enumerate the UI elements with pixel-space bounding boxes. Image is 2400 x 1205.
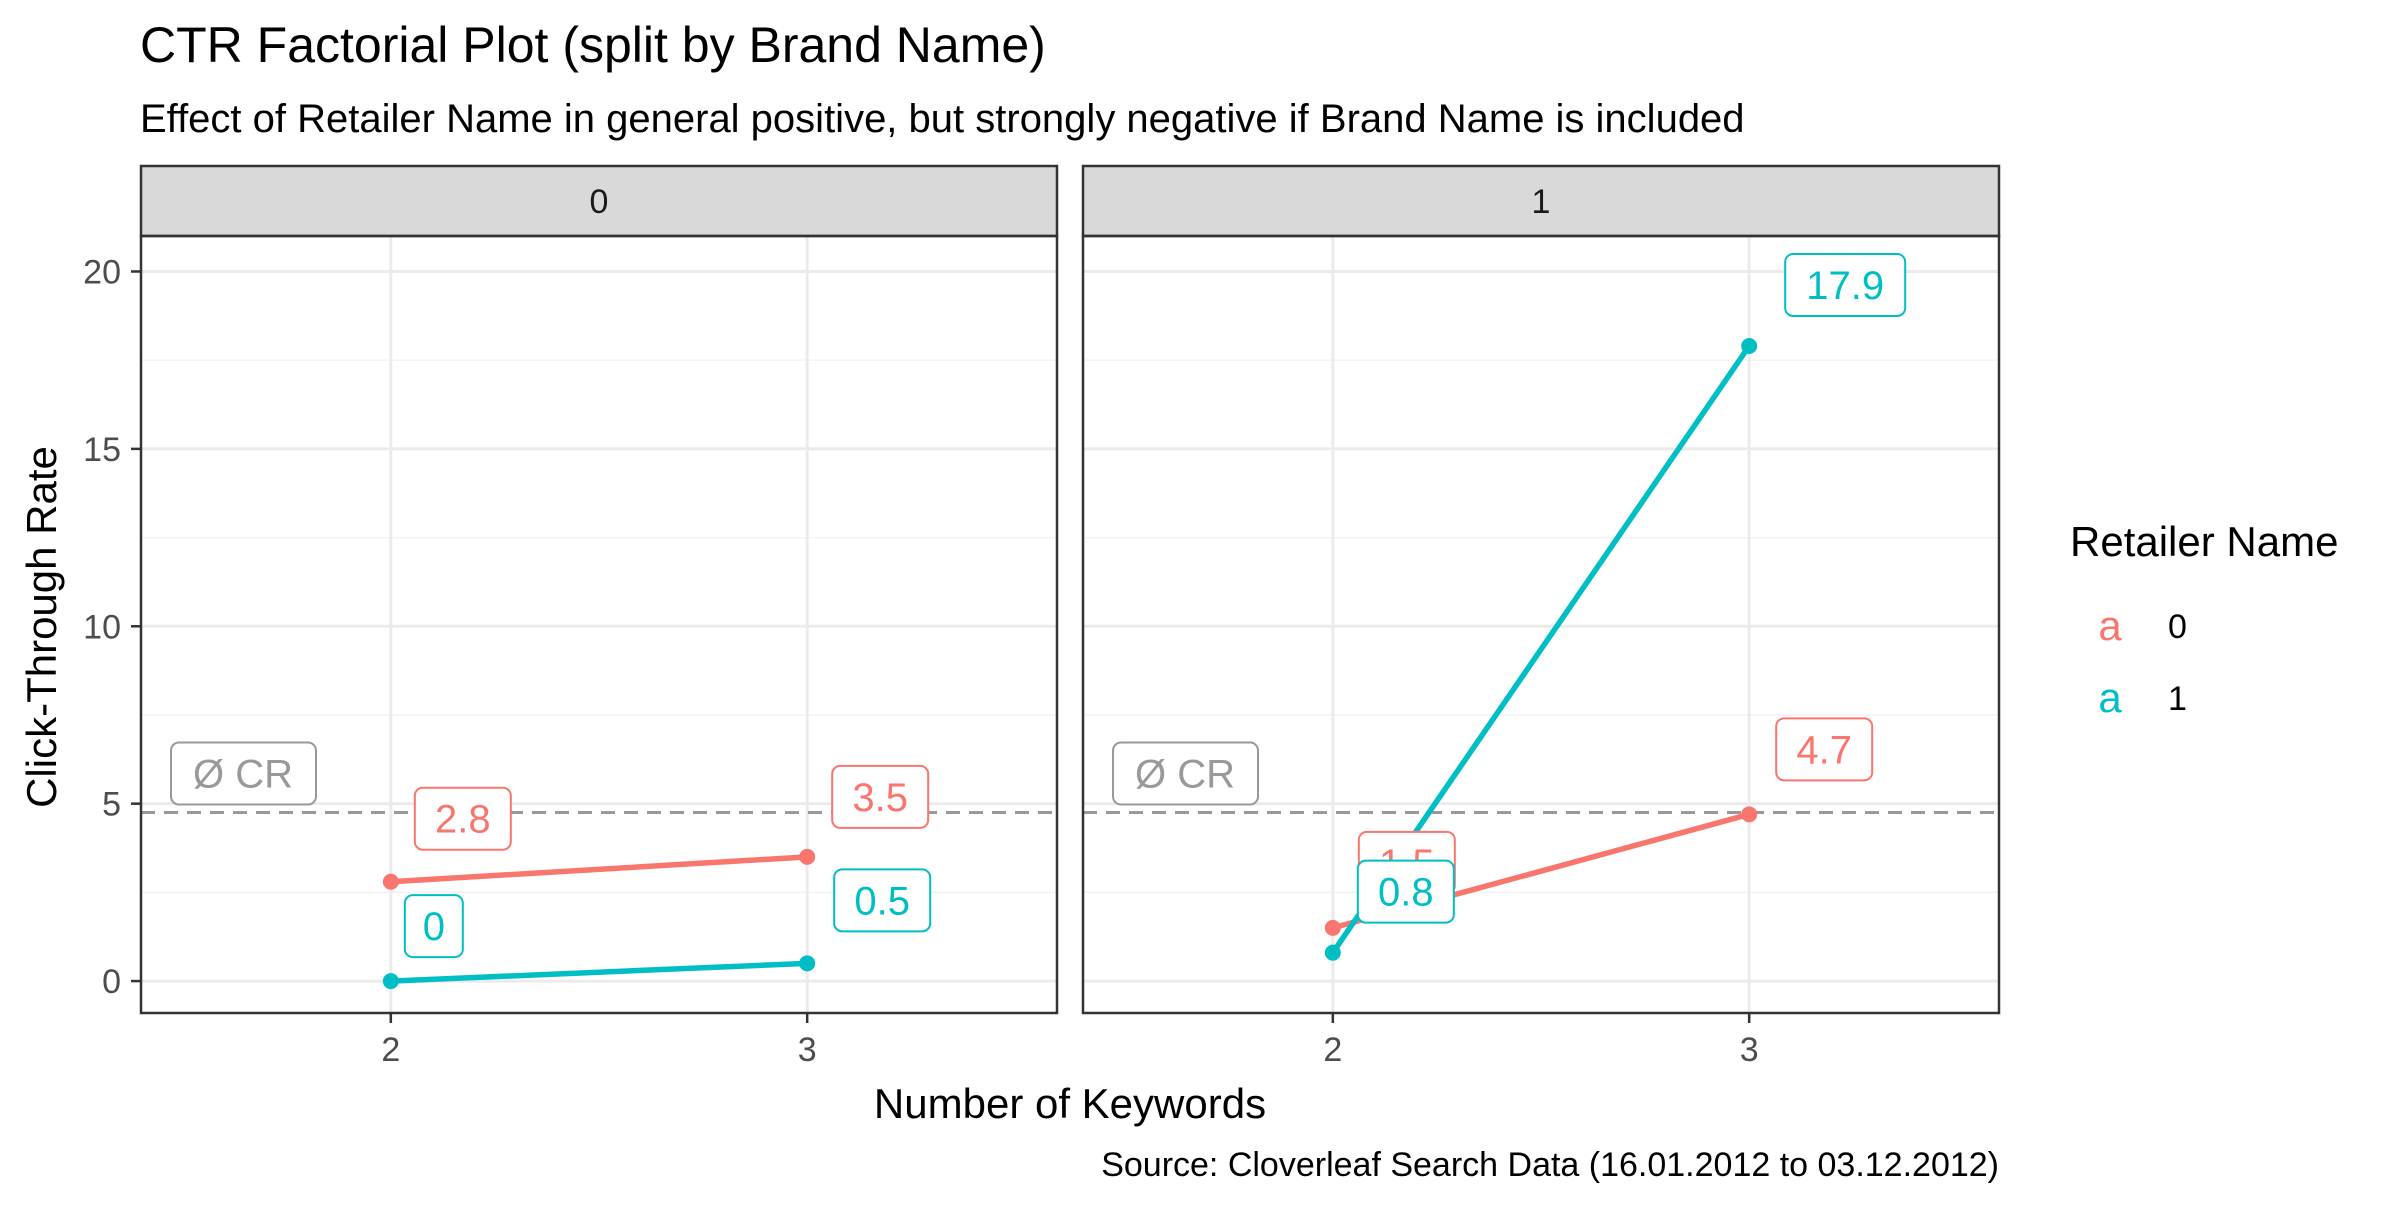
legend-key-glyph: a <box>2098 602 2122 649</box>
x-tick-label: 2 <box>381 1031 400 1069</box>
data-point-1 <box>1324 944 1341 961</box>
data-label-box <box>403 894 464 959</box>
facet-label: 0 <box>590 183 609 221</box>
data-label-box <box>1775 717 1874 782</box>
x-axis-label: Number of Keywords <box>874 1080 1266 1127</box>
chart-subtitle: Effect of Retailer Name in general posit… <box>140 97 1745 141</box>
chart-caption: Source: Cloverleaf Search Data (16.01.20… <box>1101 1146 1999 1184</box>
data-label-box <box>1784 252 1907 317</box>
data-label: 4.7 <box>1796 728 1852 772</box>
facet-strip <box>139 164 1059 238</box>
data-label-box <box>831 764 930 829</box>
data-label: 0 <box>423 905 445 949</box>
y-axis-label: Click-Through Rate <box>18 446 65 808</box>
x-tick-label: 2 <box>1323 1031 1342 1069</box>
data-label-box <box>413 786 512 851</box>
legend-entry-label: 1 <box>2168 680 2187 718</box>
reference-label-box <box>1112 741 1259 806</box>
chart-title: CTR Factorial Plot (split by Brand Name) <box>140 17 1046 73</box>
data-point-0 <box>1324 919 1341 936</box>
data-label: 0.5 <box>854 879 910 923</box>
facet-strip <box>1081 164 2001 238</box>
data-point-0 <box>1741 806 1758 823</box>
x-tick-label: 3 <box>798 1031 817 1069</box>
facet-label: 1 <box>1532 183 1551 221</box>
reference-label: Ø CR <box>1135 753 1235 797</box>
data-point-1 <box>799 955 816 972</box>
legend-key-glyph: a <box>2098 674 2122 721</box>
panel-border <box>1081 234 2001 1015</box>
y-tick-label: 0 <box>102 963 121 1001</box>
y-tick-label: 20 <box>83 253 121 291</box>
data-point-1 <box>1741 337 1758 354</box>
legend-title: Retailer Name <box>2070 518 2338 565</box>
data-label-box <box>1356 859 1455 924</box>
data-label: 17.9 <box>1806 264 1884 308</box>
data-label: 2.8 <box>435 798 491 842</box>
series-line-0 <box>390 854 808 885</box>
data-point-1 <box>382 973 399 990</box>
y-tick-label: 5 <box>102 786 121 824</box>
data-label-box <box>833 868 932 933</box>
reference-label-box <box>170 741 317 806</box>
legend-entry-label: 0 <box>2168 608 2187 646</box>
data-label: 0.8 <box>1378 871 1434 915</box>
y-tick-label: 10 <box>83 608 121 646</box>
panel-border <box>139 234 1059 1015</box>
y-tick-label: 15 <box>83 431 121 469</box>
data-label: 3.5 <box>852 776 908 820</box>
panel-background <box>1083 236 1999 1013</box>
reference-label: Ø CR <box>193 753 293 797</box>
x-tick-label: 3 <box>1740 1031 1759 1069</box>
series-line-1 <box>390 960 808 984</box>
data-point-0 <box>799 848 816 865</box>
data-point-0 <box>382 873 399 890</box>
